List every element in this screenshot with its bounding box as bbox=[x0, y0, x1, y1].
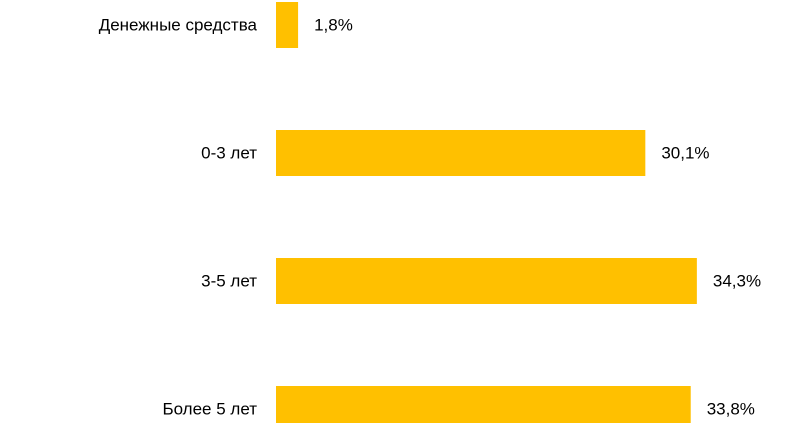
category-label: 3-5 лет bbox=[201, 272, 257, 291]
bar bbox=[276, 130, 646, 176]
bar bbox=[276, 386, 691, 423]
value-label: 1,8% bbox=[314, 16, 353, 35]
value-label: 33,8% bbox=[707, 400, 755, 419]
value-label: 30,1% bbox=[661, 144, 709, 163]
bar bbox=[276, 2, 299, 48]
bar bbox=[276, 258, 697, 304]
value-label: 34,3% bbox=[713, 272, 761, 291]
category-label: Денежные средства bbox=[99, 16, 258, 35]
category-label: 0-3 лет bbox=[201, 144, 257, 163]
category-label: Более 5 лет bbox=[162, 400, 257, 419]
